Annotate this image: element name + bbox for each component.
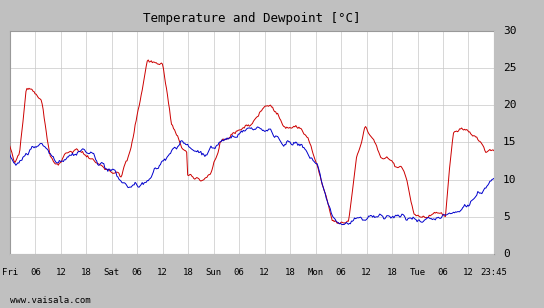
Text: 12: 12 — [259, 268, 270, 277]
Text: 18: 18 — [387, 268, 398, 277]
Text: 23:45: 23:45 — [480, 268, 508, 277]
Text: 10: 10 — [503, 175, 516, 185]
Text: Fri: Fri — [2, 268, 18, 277]
Text: Mon: Mon — [307, 268, 324, 277]
Text: 25: 25 — [503, 63, 516, 73]
Text: 18: 18 — [81, 268, 91, 277]
Text: Sat: Sat — [104, 268, 120, 277]
Text: 12: 12 — [157, 268, 168, 277]
Text: Sun: Sun — [206, 268, 222, 277]
Text: 06: 06 — [30, 268, 41, 277]
Text: Temperature and Dewpoint [°C]: Temperature and Dewpoint [°C] — [143, 12, 361, 25]
Text: 06: 06 — [132, 268, 143, 277]
Text: www.vaisala.com: www.vaisala.com — [10, 296, 90, 305]
Text: 20: 20 — [503, 100, 516, 110]
Text: 15: 15 — [503, 137, 516, 148]
Text: 06: 06 — [234, 268, 244, 277]
Text: Tue: Tue — [410, 268, 425, 277]
Text: 30: 30 — [503, 26, 516, 36]
Text: 0: 0 — [503, 249, 510, 259]
Text: 12: 12 — [361, 268, 372, 277]
Text: 18: 18 — [183, 268, 194, 277]
Text: 06: 06 — [336, 268, 347, 277]
Text: 12: 12 — [55, 268, 66, 277]
Text: 18: 18 — [285, 268, 295, 277]
Text: 5: 5 — [503, 212, 510, 222]
Text: 12: 12 — [463, 268, 474, 277]
Text: 06: 06 — [437, 268, 448, 277]
